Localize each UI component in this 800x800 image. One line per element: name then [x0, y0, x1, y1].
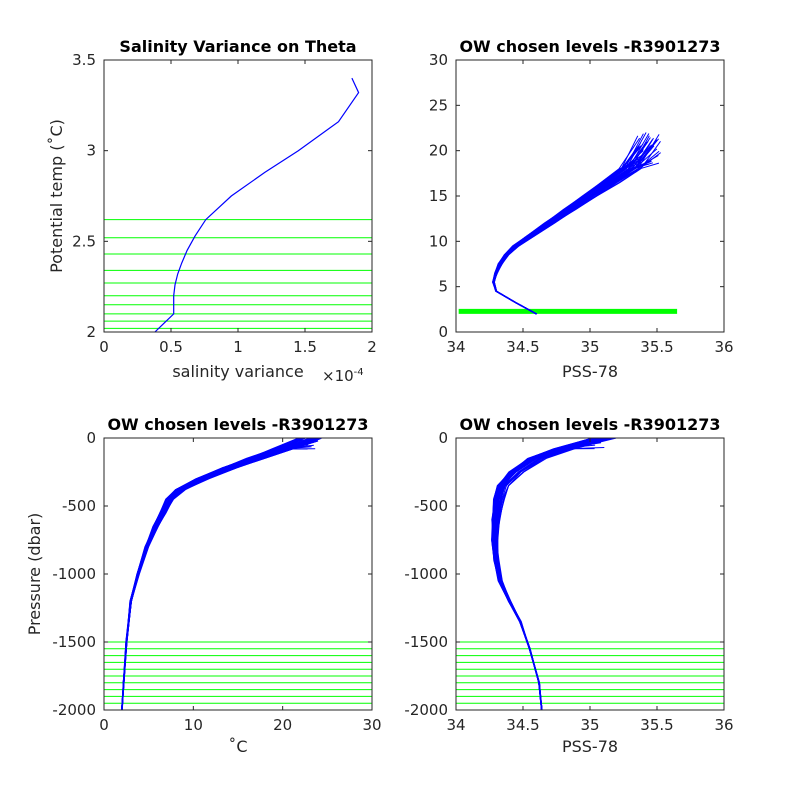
plot-area [104, 60, 372, 332]
y-axis-label: Potential temp (˚C) [47, 119, 66, 273]
y-tick-label: 2.5 [72, 232, 96, 250]
y-tick-label: 0 [438, 429, 448, 447]
chart-title: OW chosen levels -R3901273 [107, 415, 368, 434]
y-tick-label: 25 [429, 96, 448, 114]
y-tick-label: 15 [429, 187, 448, 205]
panel-temperature-pressure: OW chosen levels -R3901273 ˚C Pressure (… [25, 415, 382, 756]
x-axis-label: ˚C [228, 737, 247, 756]
reference-level-band [458, 308, 678, 314]
x-tick-label: 0 [99, 716, 109, 734]
panel-salinity-pressure: OW chosen levels -R3901273 PSS-78 34 34.5… [404, 415, 733, 756]
y-tick-label: -500 [414, 497, 448, 515]
profile-line [493, 135, 650, 315]
y-tick-label: 2 [86, 323, 96, 341]
x-axis-label: PSS-78 [562, 362, 618, 381]
x-tick-label: 34.5 [506, 338, 539, 356]
y-tick-label: -1000 [52, 565, 96, 583]
plot-content [104, 438, 372, 710]
x-axis-exponent: ×10-4 [322, 367, 364, 385]
x-tick-label: 1 [233, 338, 243, 356]
plot-area [104, 438, 372, 710]
y-tick-label: -1500 [52, 633, 96, 651]
x-tick-label: 34 [446, 338, 465, 356]
x-exponent-power: -4 [354, 367, 364, 378]
x-axis-label: PSS-78 [562, 737, 618, 756]
y-tick-label: 0 [86, 429, 96, 447]
x-tick-label: 30 [362, 716, 381, 734]
y-tick-label: -500 [62, 497, 96, 515]
y-axis-label: Pressure (dbar) [25, 513, 44, 636]
plot-content [456, 438, 724, 710]
profile-line [121, 440, 318, 710]
y-tick-label: 3 [86, 142, 96, 160]
y-tick-label: 5 [438, 278, 448, 296]
y-tick-label: -1500 [404, 633, 448, 651]
y-tick-label: 30 [429, 51, 448, 69]
y-tick-label: -2000 [404, 701, 448, 719]
y-tick-label: 3.5 [72, 51, 96, 69]
panel-theta-salinity: OW chosen levels -R3901273 PSS-78 34 34.5… [429, 37, 734, 381]
x-tick-label: 2 [367, 338, 377, 356]
x-tick-label: 36 [714, 716, 733, 734]
x-tick-label: 35 [580, 338, 599, 356]
plot-content [104, 77, 372, 332]
x-tick-label: 36 [714, 338, 733, 356]
x-tick-label: 1.5 [293, 338, 317, 356]
x-tick-label: 35.5 [640, 338, 673, 356]
x-tick-label: 20 [273, 716, 292, 734]
x-tick-label: 10 [184, 716, 203, 734]
x-tick-label: 0.5 [159, 338, 183, 356]
x-tick-label: 35 [580, 716, 599, 734]
x-tick-label: 34 [446, 716, 465, 734]
y-tick-label: -2000 [52, 701, 96, 719]
chart-title: OW chosen levels -R3901273 [459, 37, 720, 56]
x-exponent-base: ×10 [322, 367, 354, 385]
y-tick-label: 10 [429, 232, 448, 250]
chart-title: OW chosen levels -R3901273 [459, 415, 720, 434]
y-tick-label: -1000 [404, 565, 448, 583]
profile-line [492, 438, 597, 710]
profile-line [492, 158, 640, 315]
x-tick-label: 34.5 [506, 716, 539, 734]
x-tick-label: 35.5 [640, 716, 673, 734]
panel-salinity-variance: Salinity Variance on Theta salinity vari… [47, 37, 377, 385]
y-tick-label: 20 [429, 142, 448, 160]
x-tick-label: 0 [99, 338, 109, 356]
series-line [154, 77, 360, 332]
x-axis-label: salinity variance [172, 362, 303, 381]
y-tick-label: 0 [438, 323, 448, 341]
plot-content [458, 132, 678, 315]
chart-title: Salinity Variance on Theta [119, 37, 356, 56]
